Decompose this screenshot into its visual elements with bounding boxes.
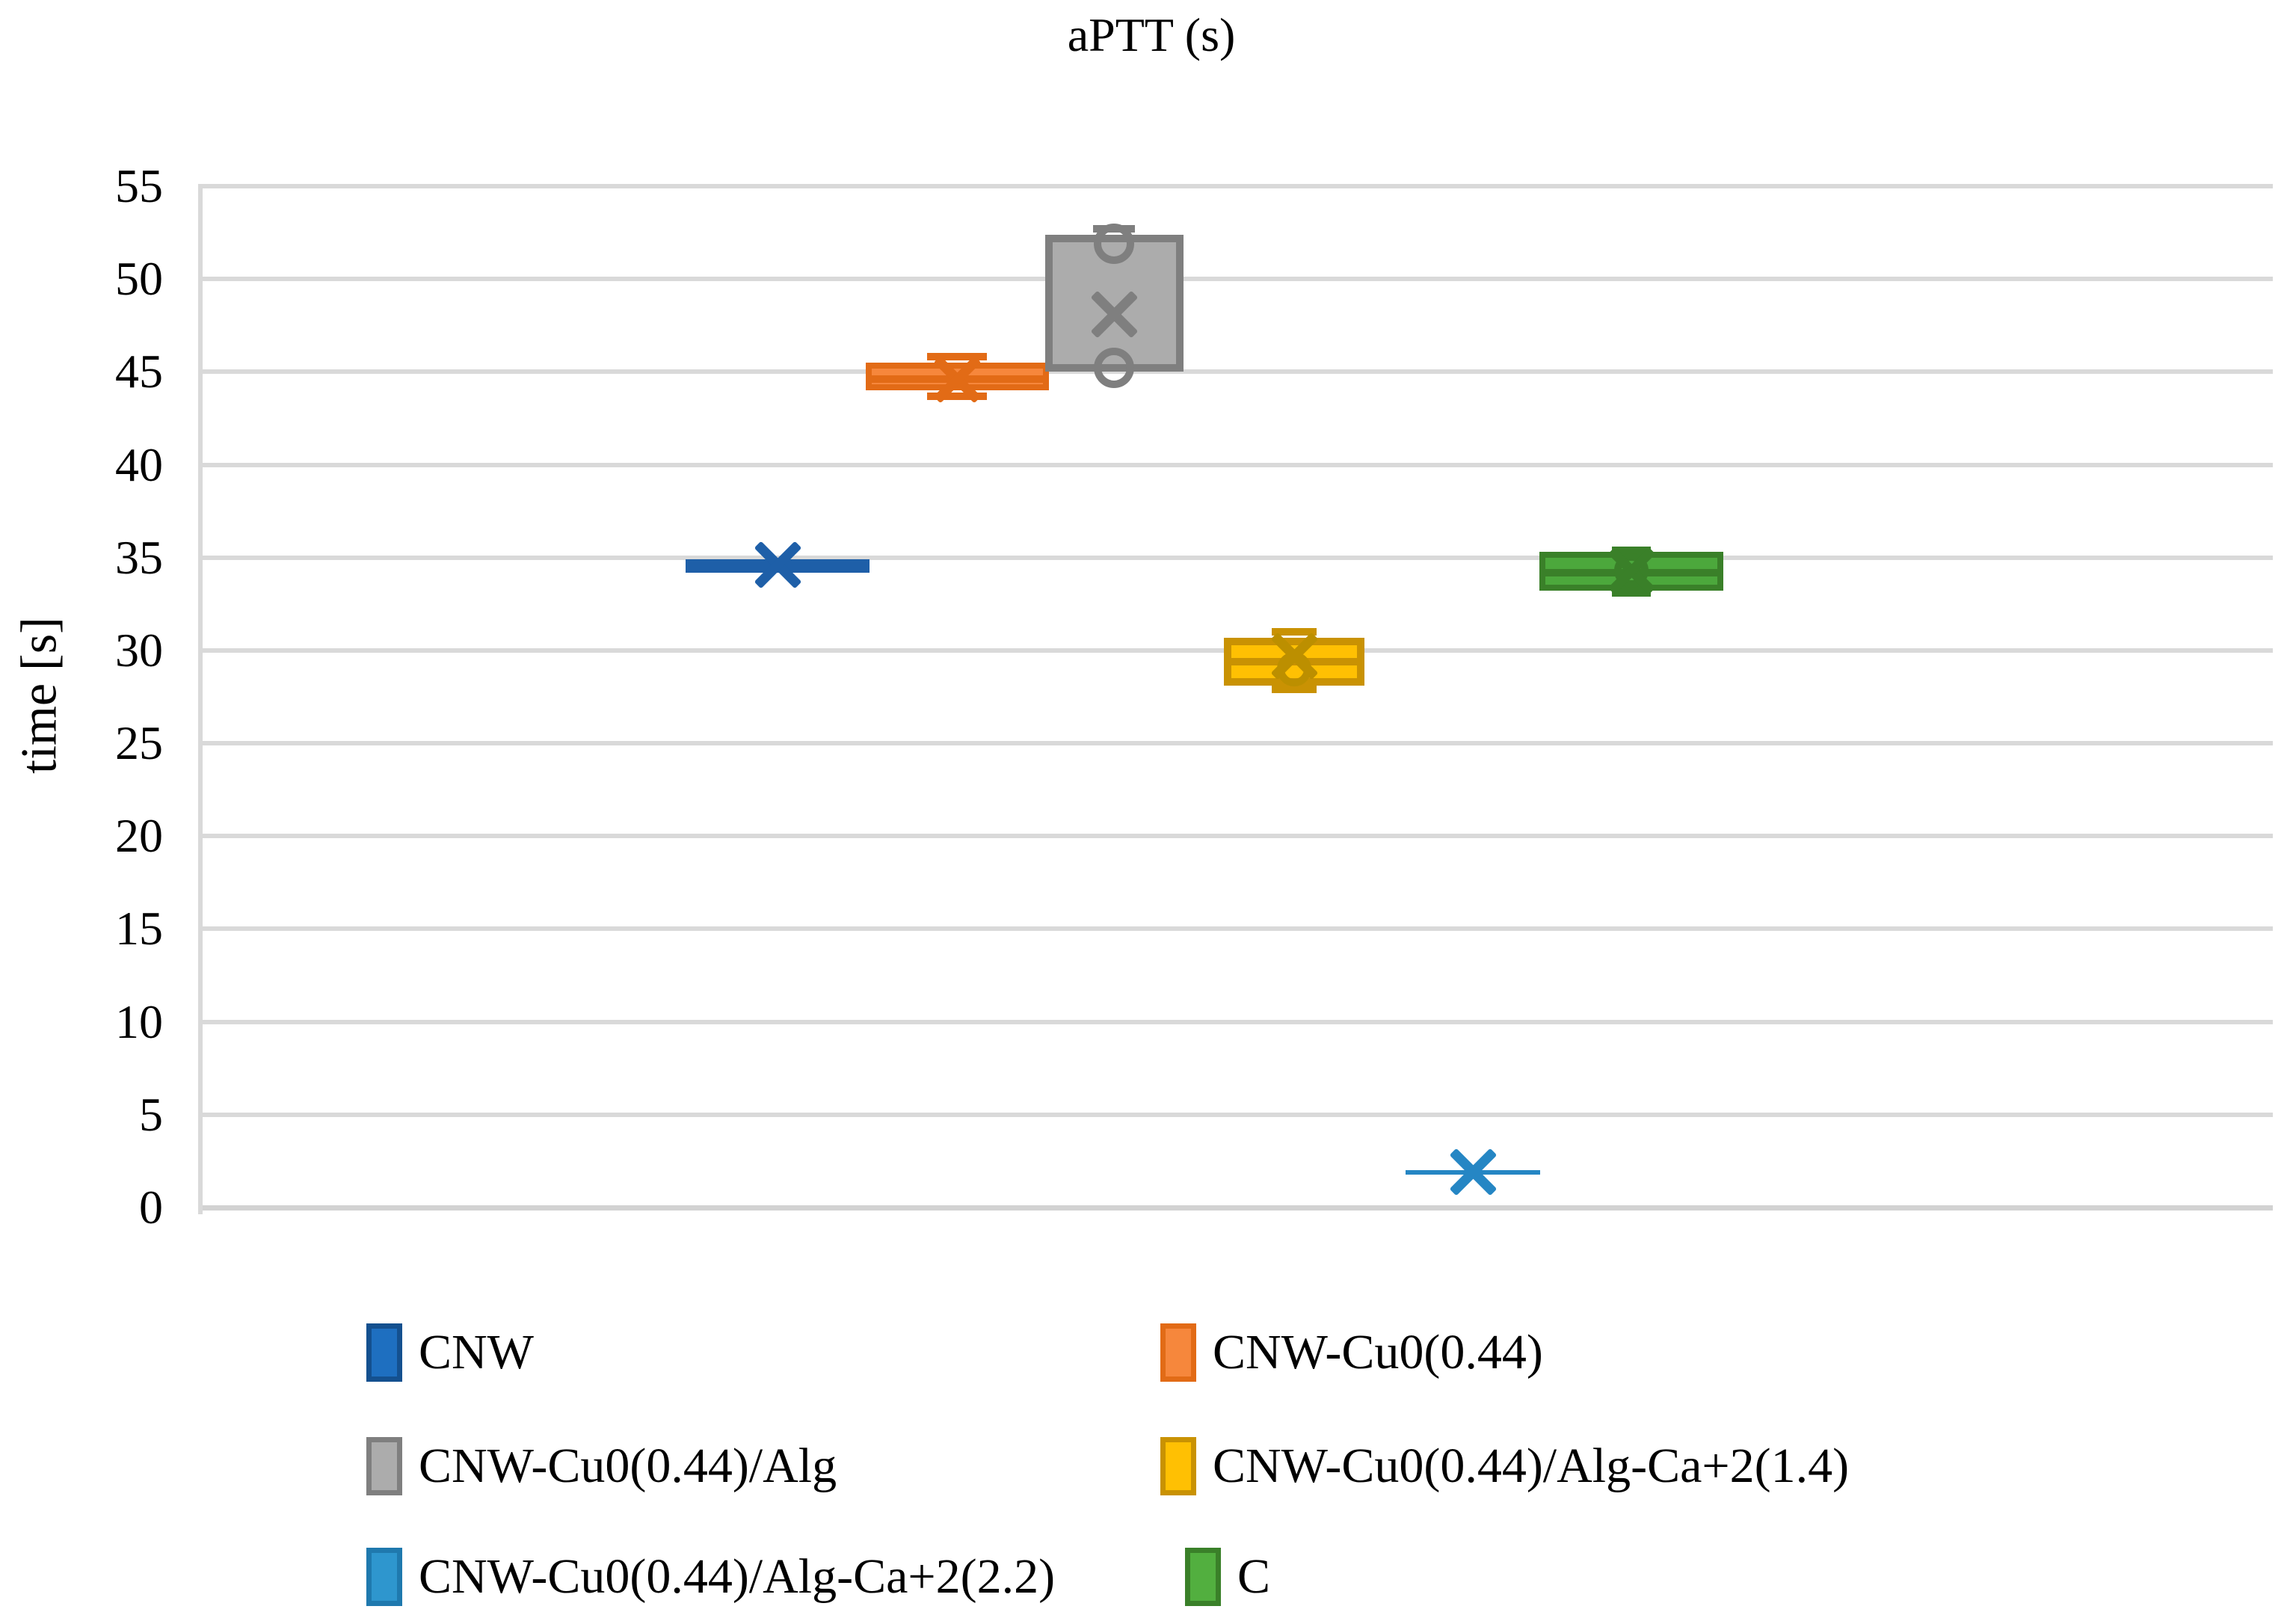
y-tick-label: 55 bbox=[115, 159, 163, 212]
whisker-cap-top bbox=[1272, 628, 1317, 636]
mean-x-marker bbox=[1449, 1148, 1497, 1196]
y-tick-label: 40 bbox=[115, 437, 163, 491]
chart-title: aPTT (s) bbox=[1067, 8, 1236, 61]
gridline bbox=[200, 184, 2273, 188]
data-point-circle bbox=[1614, 553, 1649, 588]
legend-label: CNW bbox=[419, 1325, 534, 1379]
legend-swatch bbox=[1160, 1437, 1196, 1495]
legend-label: CNW-Cu0(0.44) bbox=[1213, 1325, 1543, 1379]
mean-x-marker bbox=[1607, 547, 1655, 594]
data-point-circle bbox=[1094, 223, 1134, 264]
gridline bbox=[200, 369, 2273, 375]
y-tick-label: 20 bbox=[115, 809, 163, 863]
legend-swatch bbox=[1185, 1548, 1221, 1606]
gridline bbox=[200, 1205, 2273, 1211]
whisker-cap-bottom bbox=[927, 392, 987, 400]
legend-label: CNW-Cu0(0.44)/Alg-Ca+2(1.4) bbox=[1213, 1439, 1850, 1493]
legend-entry-1: CNW-Cu0(0.44) bbox=[1160, 1323, 1543, 1382]
legend-entry-3: CNW-Cu0(0.44)/Alg-Ca+2(1.4) bbox=[1160, 1437, 1849, 1495]
y-axis-line bbox=[198, 184, 203, 1214]
gridline bbox=[200, 1112, 2273, 1117]
gridline bbox=[200, 1019, 2273, 1024]
whisker-cap-top bbox=[1612, 546, 1651, 554]
y-tick-label: 30 bbox=[115, 623, 163, 677]
legend-entry-5: C bbox=[1185, 1548, 1270, 1606]
legend-entry-2: CNW-Cu0(0.44)/Alg bbox=[366, 1437, 837, 1495]
y-tick-label: 45 bbox=[115, 345, 163, 399]
whisker-cap-top bbox=[927, 353, 987, 361]
whisker-cap-bottom bbox=[1612, 588, 1651, 597]
y-tick-label: 0 bbox=[139, 1181, 163, 1234]
y-tick-label: 15 bbox=[115, 902, 163, 956]
legend-swatch bbox=[366, 1323, 402, 1382]
y-tick-label: 25 bbox=[115, 716, 163, 770]
gridline bbox=[200, 555, 2273, 560]
whisker-cap-bottom bbox=[1272, 686, 1317, 694]
legend-label: CNW-Cu0(0.44)/Alg-Ca+2(2.2) bbox=[419, 1549, 1056, 1604]
y-tick-label: 35 bbox=[115, 530, 163, 584]
legend-entry-0: CNW bbox=[366, 1323, 534, 1382]
gridline bbox=[200, 277, 2273, 282]
mean-x-marker bbox=[1090, 290, 1138, 339]
mean-x-marker bbox=[1270, 632, 1318, 680]
legend-swatch bbox=[1160, 1323, 1196, 1382]
mean-x-marker bbox=[754, 541, 801, 589]
y-tick-label: 10 bbox=[115, 994, 163, 1048]
legend-entry-4: CNW-Cu0(0.44)/Alg-Ca+2(2.2) bbox=[366, 1548, 1055, 1606]
y-tick-label: 50 bbox=[115, 252, 163, 306]
legend-label: CNW-Cu0(0.44)/Alg bbox=[419, 1439, 837, 1493]
legend-swatch bbox=[366, 1548, 402, 1606]
legend-swatch bbox=[366, 1437, 402, 1495]
y-tick-label: 5 bbox=[139, 1087, 163, 1141]
mean-x-marker bbox=[933, 355, 981, 404]
gridline bbox=[200, 462, 2273, 467]
data-point-circle bbox=[1094, 348, 1134, 389]
legend-label: C bbox=[1237, 1549, 1271, 1604]
gridline bbox=[200, 926, 2273, 932]
gridline bbox=[200, 741, 2273, 746]
gridline bbox=[200, 834, 2273, 839]
